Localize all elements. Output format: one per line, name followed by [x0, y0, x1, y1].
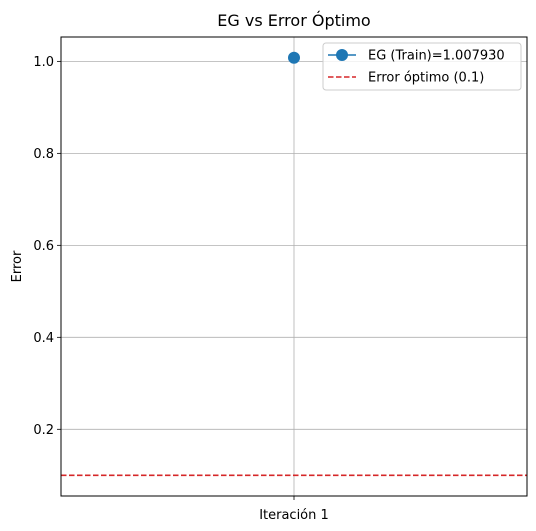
data-point	[288, 51, 300, 64]
legend-reference-label: Error óptimo (0.1)	[368, 71, 484, 86]
legend-series-marker	[336, 49, 348, 61]
y-tick-label: 0.6	[33, 239, 54, 254]
y-tick-label: 1.0	[33, 55, 54, 70]
tick-layer: 0.2 0.4 0.6 0.8 1.0 Iteración 1	[33, 55, 328, 523]
legend: EG (Train)=1.007930 Error óptimo (0.1)	[322, 42, 522, 91]
y-tick-label: 0.4	[33, 331, 54, 346]
chart-title: EG vs Error Óptimo	[217, 11, 370, 30]
series-layer	[288, 51, 300, 64]
y-axis-label: Error	[10, 250, 25, 282]
legend-box	[322, 42, 522, 91]
y-tick-label: 0.8	[33, 147, 54, 162]
y-tick-label: 0.2	[33, 423, 54, 438]
legend-series-label: EG (Train)=1.007930	[368, 49, 505, 64]
x-tick-label: Iteración 1	[259, 508, 329, 523]
grid-layer	[61, 37, 527, 496]
